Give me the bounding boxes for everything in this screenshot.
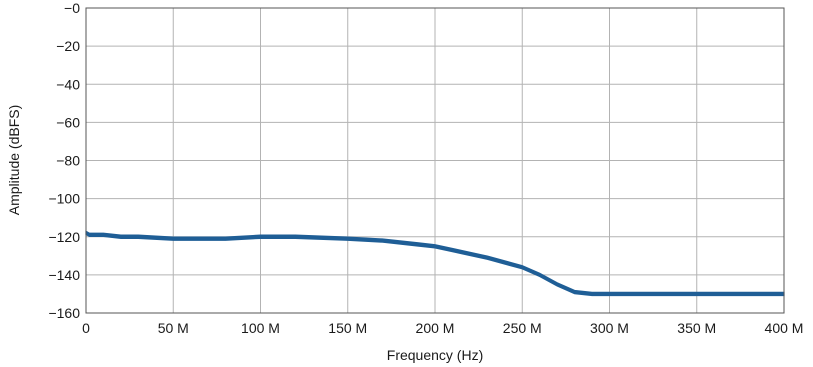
x-tick-label: 200 M bbox=[416, 320, 455, 336]
x-axis-ticks: 0 50 M 100 M 150 M 200 M 250 M 300 M 350 M 400 M bbox=[82, 320, 803, 336]
x-tick-label: 0 bbox=[82, 320, 90, 336]
x-tick-label: 400 M bbox=[765, 320, 804, 336]
plot-frame bbox=[85, 7, 785, 314]
x-tick-label: 250 M bbox=[503, 320, 542, 336]
x-tick-label: 300 M bbox=[590, 320, 629, 336]
y-tick-label: −20 bbox=[56, 38, 80, 54]
x-tick-label: 350 M bbox=[677, 320, 716, 336]
spur-series bbox=[87, 8, 627, 292]
y-tick-label: −40 bbox=[56, 76, 80, 92]
x-tick-label: 100 M bbox=[241, 320, 280, 336]
y-tick-label: −120 bbox=[48, 229, 80, 245]
y-tick-label: −160 bbox=[48, 305, 80, 321]
y-tick-label: −0 bbox=[64, 0, 80, 16]
grid bbox=[85, 7, 785, 314]
y-axis-title: Amplitude (dBFS) bbox=[6, 105, 22, 215]
x-tick-label: 150 M bbox=[328, 320, 367, 336]
y-tick-label: −100 bbox=[48, 191, 80, 207]
x-tick-label: 50 M bbox=[158, 320, 189, 336]
y-tick-label: −60 bbox=[56, 114, 80, 130]
y-tick-label: −80 bbox=[56, 153, 80, 169]
x-axis-title: Frequency (Hz) bbox=[387, 347, 483, 363]
y-axis-ticks: −0 −20 −40 −60 −80 −100 −120 −140 −160 bbox=[48, 0, 80, 321]
y-tick-label: −140 bbox=[48, 267, 80, 283]
